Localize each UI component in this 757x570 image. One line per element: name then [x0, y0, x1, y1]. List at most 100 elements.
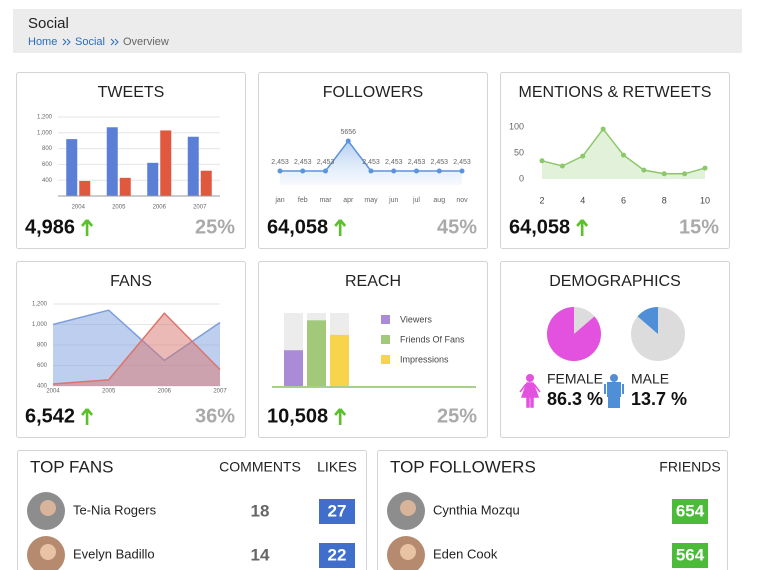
y-tick-label: 800: [37, 343, 48, 349]
breadcrumb-separator: [110, 38, 119, 46]
person-name[interactable]: Evelyn Badillo: [73, 546, 155, 561]
count-value: 654: [676, 501, 705, 520]
trend-arrow: [334, 219, 347, 236]
widget-total: 64,058: [267, 216, 328, 238]
count-badge: [319, 543, 355, 568]
count-badge: [672, 499, 708, 524]
y-tick-label: 400: [42, 178, 53, 184]
data-label: 2,453: [294, 159, 312, 166]
pie-slice: [637, 307, 658, 334]
widget-card: [500, 72, 730, 249]
x-tick-label: 2005: [112, 205, 126, 211]
area-fill: [53, 313, 220, 386]
person-icon-body: [519, 382, 541, 408]
x-tick-label: 10: [700, 195, 710, 205]
person-icon-body: [604, 382, 624, 408]
data-point: [277, 168, 283, 174]
area-fill: [280, 141, 462, 185]
bar: [119, 177, 131, 196]
column-header: LIKES: [317, 459, 357, 475]
x-tick-label: may: [364, 197, 378, 204]
person-icon-head: [526, 374, 534, 382]
y-tick-label: 400: [37, 384, 48, 390]
widget-title: TWEETS: [98, 84, 165, 101]
x-tick-label: 8: [662, 195, 667, 205]
widget-total: 6,542: [25, 405, 75, 427]
y-tick-label: 1,200: [37, 115, 53, 121]
person-name[interactable]: Cynthia Mozqu: [433, 502, 520, 517]
data-point: [539, 158, 545, 164]
data-point: [436, 168, 442, 174]
trend-arrow: [576, 219, 589, 236]
bar: [200, 170, 212, 196]
count-value: 564: [676, 545, 705, 564]
widget-title: FOLLOWERS: [323, 84, 423, 101]
data-point: [559, 163, 565, 169]
x-tick-label: jul: [412, 197, 420, 204]
widget-title: REACH: [345, 273, 401, 290]
x-tick-label: 2007: [213, 389, 227, 395]
widget-change: 45%: [437, 216, 477, 238]
data-point: [391, 168, 397, 174]
bar: [307, 320, 326, 386]
y-tick-label: 600: [37, 363, 48, 369]
widget-total: 10,508: [267, 405, 328, 427]
breadcrumb-separator: [62, 38, 71, 46]
demographic-label: MALE: [631, 371, 669, 387]
widget-change: 36%: [195, 405, 235, 427]
y-tick-label: 0: [519, 173, 524, 183]
bar: [330, 334, 349, 386]
bar: [160, 130, 172, 196]
bar: [147, 162, 159, 196]
bar: [106, 127, 118, 196]
pie-slice: [547, 307, 601, 362]
x-tick-label: 2: [539, 195, 544, 205]
widget-card: [258, 72, 488, 249]
data-point: [702, 165, 708, 171]
column-header: FRIENDS: [659, 459, 720, 475]
breadcrumb-current: Overview: [123, 36, 169, 48]
legend-label: Viewers: [400, 314, 432, 324]
data-point: [459, 168, 465, 174]
bar: [79, 180, 91, 196]
column-header: COMMENTS: [219, 459, 301, 475]
avatar-face: [40, 544, 56, 560]
widget-title: FANS: [110, 273, 152, 290]
legend-label: Friends Of Fans: [400, 334, 465, 344]
area-fill: [542, 129, 705, 179]
trend-arrow: [334, 408, 347, 425]
x-tick-label: 2007: [193, 205, 207, 211]
widget-total: 64,058: [509, 216, 570, 238]
count-value: 22: [328, 545, 347, 564]
legend-label: Impressions: [400, 354, 449, 364]
person-name[interactable]: Eden Cook: [433, 546, 498, 561]
x-tick-label: mar: [319, 197, 332, 204]
breadcrumb-link[interactable]: Home: [28, 36, 57, 48]
data-label: 2,453: [362, 159, 380, 166]
legend-swatch: [381, 315, 390, 324]
page-title: Social: [28, 15, 69, 32]
y-tick-label: 1,000: [37, 130, 53, 136]
demographic-value: 86.3 %: [547, 389, 603, 409]
widget-total: 4,986: [25, 216, 75, 238]
legend-swatch: [381, 335, 390, 344]
widget-card: [500, 261, 730, 438]
table-card: [17, 450, 367, 570]
x-tick-label: 4: [580, 195, 585, 205]
x-tick-label: 6: [621, 195, 626, 205]
breadcrumb-link[interactable]: Social: [75, 36, 105, 48]
person-name[interactable]: Te-Nia Rogers: [73, 502, 157, 517]
table-title: TOP FANS: [30, 457, 113, 476]
demographic-label: FEMALE: [547, 371, 603, 387]
count-badge: [319, 499, 355, 524]
data-point: [345, 138, 351, 144]
header-bar: [13, 9, 742, 53]
y-tick-label: 1,000: [32, 322, 48, 328]
avatar-face: [40, 500, 56, 516]
data-point: [323, 168, 328, 174]
data-label: 2,453: [453, 159, 471, 166]
x-tick-label: 2004: [46, 389, 60, 395]
count-value: 14: [251, 545, 270, 564]
legend-swatch: [381, 355, 390, 364]
widget-change: 25%: [437, 405, 477, 427]
